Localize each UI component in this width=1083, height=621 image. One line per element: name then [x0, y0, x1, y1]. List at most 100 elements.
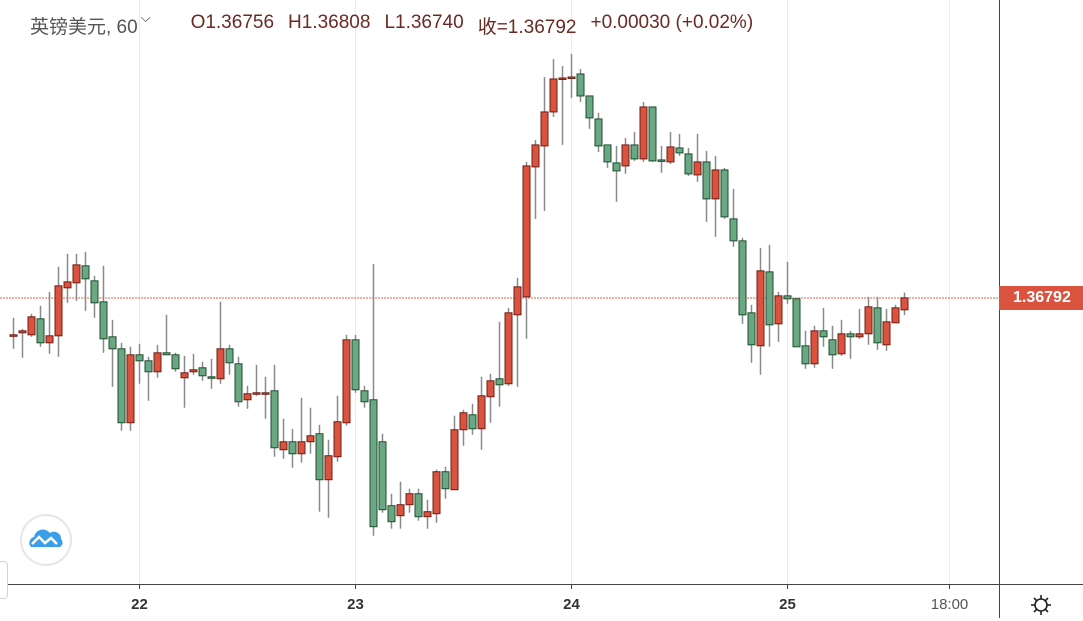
candle-body: [468, 414, 477, 430]
candle-body: [531, 144, 540, 168]
candle: [450, 415, 459, 491]
candle: [558, 65, 567, 145]
candle: [261, 376, 270, 419]
candle-body: [225, 348, 234, 364]
time-tick-label: 18:00: [930, 596, 969, 613]
candle: [720, 167, 729, 219]
candle-body: [414, 493, 423, 518]
candle-body: [459, 412, 468, 431]
candle: [441, 466, 450, 499]
candle: [864, 296, 873, 345]
candle-body: [846, 333, 855, 338]
legend-close: 收=1.36792: [477, 17, 577, 38]
candle: [90, 275, 99, 318]
legend-high: H1.36808: [288, 12, 371, 33]
candle: [45, 291, 54, 354]
candles: [9, 53, 909, 536]
chart-legend: 英镑美元, 60 ⌵ O1.36756 H1.36808 L1.36740 收=…: [30, 10, 767, 39]
candle-body: [288, 441, 297, 455]
candle-body: [261, 392, 270, 395]
candle-body: [324, 455, 333, 481]
candle-body: [747, 312, 756, 346]
candle-body: [594, 118, 603, 147]
candle: [378, 433, 387, 513]
candle-body: [9, 334, 18, 337]
candle: [72, 253, 81, 301]
candle-body: [621, 144, 630, 167]
chevron-down-icon[interactable]: ⌵: [140, 10, 151, 25]
candle-body: [774, 295, 783, 325]
candle-body: [693, 161, 702, 176]
candle: [468, 403, 477, 435]
candle-body: [81, 265, 90, 280]
candle: [243, 385, 252, 409]
candle-body: [738, 240, 747, 316]
candle: [36, 305, 45, 347]
candle: [333, 395, 342, 462]
candle-body: [189, 369, 198, 373]
candle: [207, 358, 216, 389]
candle: [63, 253, 72, 303]
candle: [819, 307, 828, 347]
cloud-chart-logo-icon[interactable]: [20, 514, 72, 566]
candle-body: [351, 339, 360, 391]
candle-body: [720, 169, 729, 218]
candle-body: [882, 321, 891, 346]
candle-body: [405, 493, 414, 506]
candle: [729, 188, 738, 247]
candle-body: [873, 307, 882, 344]
candle: [225, 344, 234, 375]
candle: [99, 265, 108, 353]
candle-body: [855, 333, 864, 338]
candle-body: [333, 421, 342, 458]
candle-body: [180, 372, 189, 379]
candle: [117, 342, 126, 431]
candle: [666, 131, 675, 164]
candle-body: [342, 339, 351, 424]
candle-body: [513, 286, 522, 316]
candle-body: [432, 471, 441, 515]
candle: [513, 277, 522, 387]
candle-body: [171, 354, 180, 370]
candle: [594, 112, 603, 152]
symbol-interval[interactable]: 英镑美元, 60: [30, 17, 138, 38]
candle: [297, 397, 306, 463]
time-axis-ticks: [139, 585, 950, 589]
candle-body: [450, 429, 459, 491]
candle-body: [819, 330, 828, 338]
candle: [549, 58, 558, 117]
time-tick-label: 22: [131, 596, 148, 613]
candle: [855, 308, 864, 339]
candle: [774, 291, 783, 342]
candle-body: [684, 153, 693, 175]
candle: [270, 364, 279, 457]
candle: [396, 481, 405, 529]
candle: [882, 308, 891, 351]
candle: [288, 428, 297, 468]
candle: [603, 144, 612, 168]
time-tick-label: 25: [779, 596, 796, 613]
candle: [144, 356, 153, 401]
candle-body: [72, 264, 81, 284]
candle-body: [135, 354, 144, 362]
candle: [216, 301, 225, 384]
scroll-left-button[interactable]: [0, 561, 8, 599]
candle-body: [108, 336, 117, 350]
candle: [738, 237, 747, 324]
candle: [585, 95, 594, 129]
legend-change: +0.00030 (+0.02%): [590, 12, 754, 33]
candle: [675, 133, 684, 156]
candle: [684, 147, 693, 176]
candle: [711, 155, 720, 237]
time-tick-label: 23: [347, 596, 364, 613]
candle-body: [549, 78, 558, 113]
candle: [423, 499, 432, 529]
gear-icon[interactable]: [1030, 594, 1052, 621]
candle: [900, 292, 909, 316]
candle: [414, 488, 423, 521]
candle-body: [540, 111, 549, 147]
candle: [657, 145, 666, 173]
candle: [459, 409, 468, 446]
candle: [306, 407, 315, 454]
